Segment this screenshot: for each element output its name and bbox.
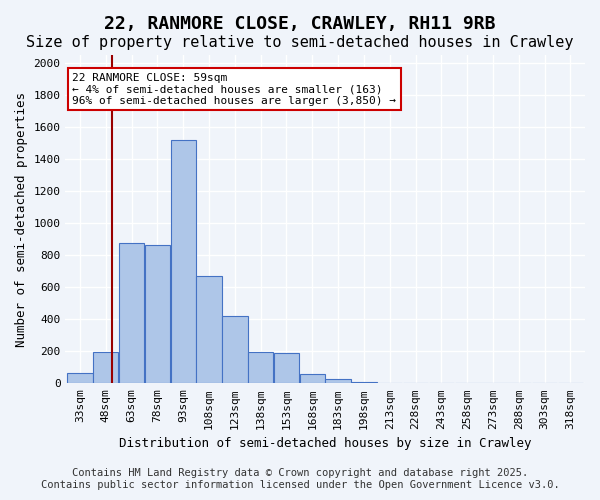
Bar (351, 382, 377, 384)
Text: 22, RANMORE CLOSE, CRAWLEY, RH11 9RB: 22, RANMORE CLOSE, CRAWLEY, RH11 9RB (104, 15, 496, 33)
Bar (119, 243, 145, 384)
Bar (377, 382, 403, 384)
Bar (222, 316, 248, 384)
Text: Size of property relative to semi-detached houses in Crawley: Size of property relative to semi-detach… (26, 35, 574, 50)
Bar (325, 380, 351, 384)
X-axis label: Distribution of semi-detached houses by size in Crawley: Distribution of semi-detached houses by … (119, 437, 532, 450)
Bar (145, 245, 170, 384)
Bar (299, 374, 325, 384)
Bar (196, 276, 222, 384)
Bar (170, 140, 196, 384)
Text: Contains HM Land Registry data © Crown copyright and database right 2025.
Contai: Contains HM Land Registry data © Crown c… (41, 468, 559, 490)
Text: 22 RANMORE CLOSE: 59sqm
← 4% of semi-detached houses are smaller (163)
96% of se: 22 RANMORE CLOSE: 59sqm ← 4% of semi-det… (72, 72, 396, 106)
Y-axis label: Number of semi-detached properties: Number of semi-detached properties (15, 92, 28, 346)
Bar (248, 352, 274, 384)
Bar (274, 353, 299, 384)
Bar (93, 352, 118, 384)
Bar (67, 373, 92, 384)
